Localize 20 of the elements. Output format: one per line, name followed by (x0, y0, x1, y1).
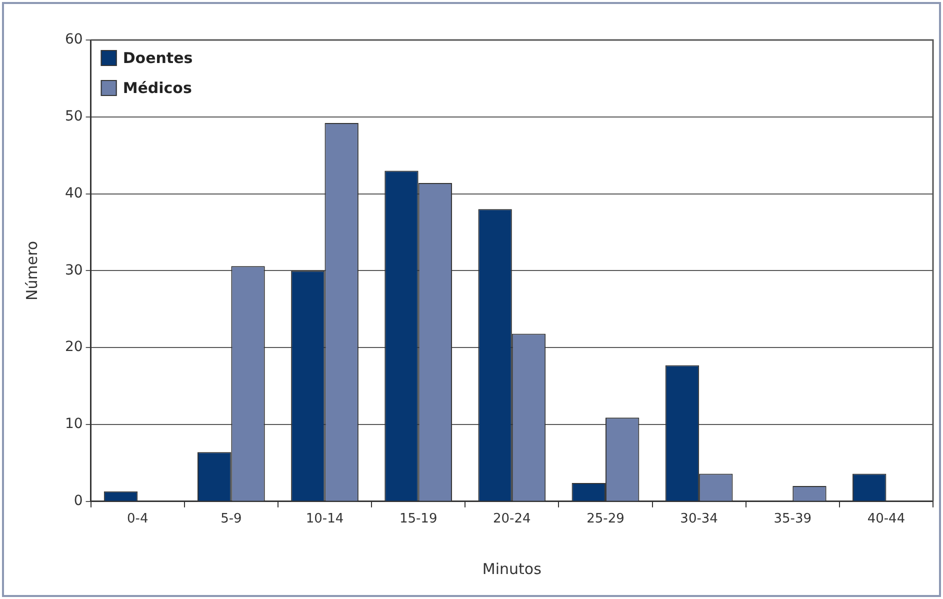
x-tick-label: 25-29 (586, 512, 624, 527)
legend-label: Doentes (122, 48, 193, 67)
y-tick-label: 20 (64, 339, 83, 356)
y-tick-label: 0 (74, 493, 83, 510)
legend-label: Médicos (122, 78, 192, 97)
x-tick-label: 35-39 (774, 512, 812, 527)
x-tick-label: 20-24 (493, 512, 531, 527)
y-tick-label: 40 (64, 185, 83, 202)
x-tick-label: 10-14 (306, 512, 344, 527)
y-axis-title: Número (22, 240, 41, 300)
x-axis-title: Minutos (482, 560, 542, 578)
y-tick-label: 50 (64, 108, 83, 125)
y-tick-label: 30 (64, 262, 83, 278)
x-tick-label: 0-4 (126, 512, 148, 527)
y-tick-label: 60 (64, 32, 83, 48)
y-tick-label: 10 (64, 416, 83, 432)
x-tick-label: 5-9 (220, 512, 242, 527)
x-tick-label: 40-44 (867, 512, 906, 527)
x-tick-label: 30-34 (680, 512, 718, 527)
x-tick-label: 15-19 (399, 512, 438, 527)
